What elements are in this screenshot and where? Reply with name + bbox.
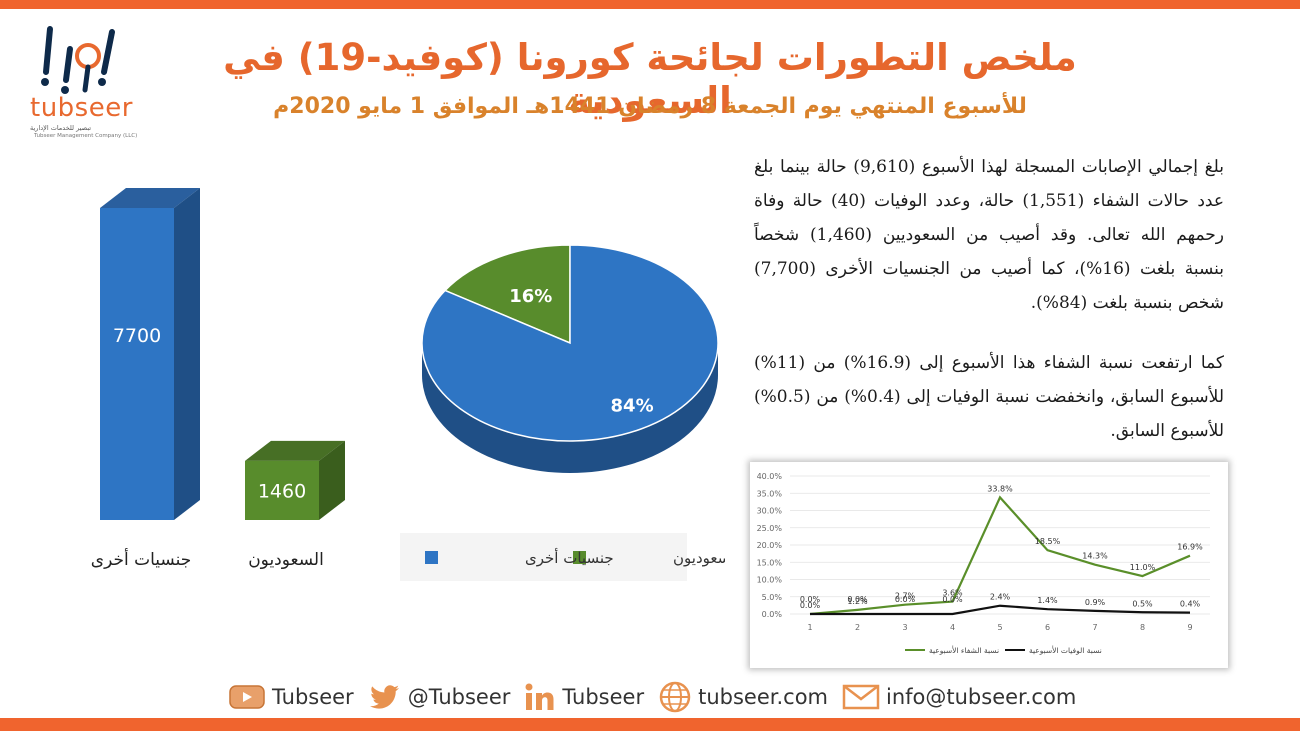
weekly-rates-line-chart: 0.0%5.0%10.0%15.0%20.0%25.0%30.0%35.0%40… <box>757 472 1210 655</box>
pie-value-label: 16% <box>509 286 552 307</box>
x-tick-label: 2 <box>855 623 860 632</box>
logo-subtitle-en: Tubseer Management Company (LLC) <box>34 133 138 139</box>
bar-top <box>245 440 345 461</box>
bar-top <box>100 188 200 208</box>
page-title: ملخص التطورات لجائحة كورونا (كوفيد-19) ف… <box>223 36 1077 122</box>
x-tick-label: 6 <box>1045 623 1050 632</box>
youtube-handle: Tubseer <box>272 685 354 709</box>
y-tick-label: 40.0% <box>757 472 783 481</box>
bar-side <box>174 188 200 520</box>
y-tick-label: 20.0% <box>757 541 783 550</box>
pie-legend-label: السعوديون <box>673 549 725 567</box>
pie-legend-box <box>400 533 687 581</box>
twitter-handle: @Tubseer <box>407 685 511 709</box>
data-label: 0.9% <box>1085 598 1106 607</box>
data-label: 16.9% <box>1177 543 1203 552</box>
series-line <box>810 604 1191 616</box>
y-tick-label: 10.0% <box>757 576 783 585</box>
data-label: 0.0% <box>942 595 963 604</box>
youtube-icon <box>229 685 265 709</box>
y-tick-label: 25.0% <box>757 524 783 533</box>
bar-value-label: 1460 <box>258 480 306 502</box>
weekly-rates-line-chart-frame: 0.0% 5.0% 10.0% 15.0% 20.0% 25.0% 30.0% 35.0% 40… <box>750 462 1228 668</box>
data-label: 0.0% <box>800 595 821 604</box>
x-tick-label: 8 <box>1140 623 1145 632</box>
y-tick-label: 30.0% <box>757 507 783 516</box>
bar-category-label: جنسيات أخرى <box>91 548 191 570</box>
footer-linkedin[interactable]: Tubseer <box>524 682 644 712</box>
bar-side <box>319 440 345 520</box>
y-tick-label: 15.0% <box>757 558 783 567</box>
linkedin-icon <box>525 683 554 710</box>
linkedin-handle: Tubseer <box>562 685 645 709</box>
page-subtitle: للأسبوع المنتهي يوم الجمعة 8 رمضان 1441ه… <box>273 94 1027 119</box>
x-tick-label: 3 <box>902 623 907 632</box>
nationality-pie-chart: 16% 84% السعوديون جنسيات أخرى <box>400 244 725 581</box>
y-tick-label: 5.0% <box>762 593 783 602</box>
x-tick-label: 1 <box>807 623 812 632</box>
data-label: 0.0% <box>895 595 916 604</box>
pie-slice <box>421 244 719 442</box>
pie-legend-swatch <box>573 551 586 564</box>
x-tick-label: 9 <box>1187 623 1192 632</box>
data-label: 0.4% <box>1180 600 1201 609</box>
y-tick-label: 0.0% <box>762 610 783 619</box>
data-label: 0.0% <box>800 601 821 610</box>
data-label: 1.2% <box>847 597 868 606</box>
bottom-accent-bar <box>0 718 1300 731</box>
twitter-icon <box>369 685 399 709</box>
bar-category-label: السعوديون <box>248 550 324 570</box>
bar-value-label: 7700 <box>113 325 161 347</box>
globe-icon <box>659 681 691 713</box>
series-line <box>809 495 1191 616</box>
website-url: tubseer.com <box>698 685 828 709</box>
data-label: 3.6% <box>942 589 963 598</box>
bar <box>100 208 174 520</box>
logo-subtitle-ar: تبصير للخدمات الإدارية <box>30 124 92 132</box>
footer-contacts: Tubseer @Tubseer Tubseer tubseer.com inf… <box>228 678 1090 716</box>
pie-legend-swatch <box>425 551 438 564</box>
data-label: 18.5% <box>1035 537 1061 546</box>
data-label: 2.4% <box>990 593 1011 602</box>
data-label: 2.7% <box>895 592 916 601</box>
pie-value-label: 84% <box>611 396 654 417</box>
pie-slice <box>443 244 571 345</box>
data-label: 0.5% <box>1132 599 1153 608</box>
bar <box>245 460 319 520</box>
data-label: 0.0% <box>847 595 868 604</box>
data-label: 11.0% <box>1130 563 1156 572</box>
nationality-bar-chart: 7700 جنسيات أخرى 1460 السعوديون <box>91 188 345 570</box>
data-label: 1.4% <box>1037 596 1058 605</box>
tubseer-logo <box>20 14 140 144</box>
footer-youtube[interactable]: Tubseer <box>228 683 354 711</box>
footer-twitter[interactable]: @Tubseer <box>368 683 511 711</box>
footer-website[interactable]: tubseer.com <box>658 680 828 714</box>
data-label: 33.8% <box>987 484 1013 493</box>
legend-label: نسبة الشفاء الأسبوعية <box>929 645 999 655</box>
envelope-icon <box>842 684 880 710</box>
y-tick-label: 35.0% <box>757 489 783 498</box>
logo-text: tubseer <box>30 93 133 123</box>
x-tick-label: 4 <box>950 623 955 632</box>
pie-legend-label: جنسيات أخرى <box>525 548 614 567</box>
legend-label: نسبة الوفيات الأسبوعية <box>1029 645 1102 655</box>
x-tick-label: 5 <box>997 623 1002 632</box>
footer-email[interactable]: info@tubseer.com <box>842 683 1076 711</box>
top-accent-bar <box>0 0 1300 9</box>
summary-paragraph-2: كما ارتفعت نسبة الشفاء هذا الأسبوع إلى (… <box>754 353 1224 441</box>
x-tick-label: 7 <box>1092 623 1097 632</box>
data-label: 14.3% <box>1082 552 1108 561</box>
summary-paragraph-1: بلغ إجمالي الإصابات المسجلة لهذا الأسبوع… <box>754 157 1224 313</box>
logo-mark <box>41 26 115 94</box>
email-address: info@tubseer.com <box>886 685 1077 709</box>
